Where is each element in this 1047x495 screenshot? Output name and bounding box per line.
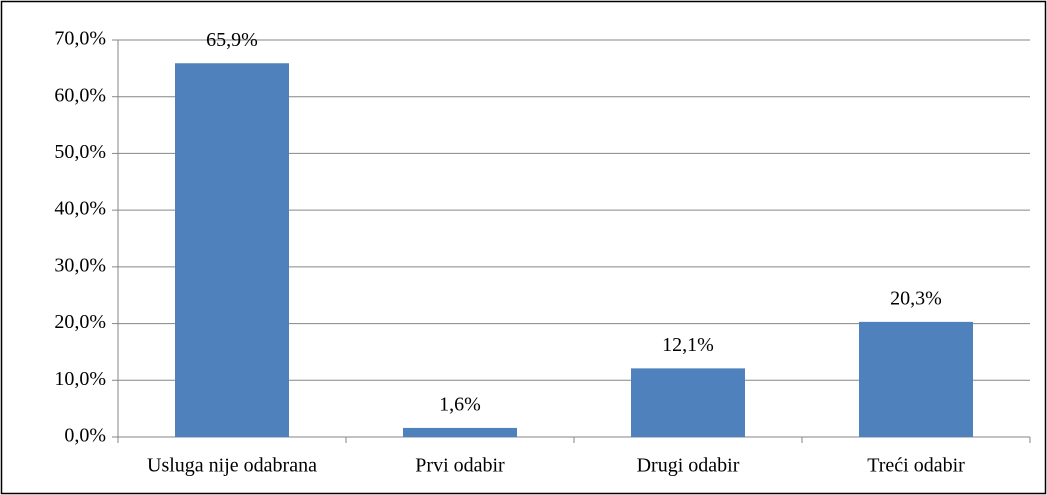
x-tick-label: Drugi odabir (637, 455, 740, 477)
bar (403, 427, 517, 437)
value-label: 65,9% (206, 29, 258, 51)
x-tick-label: Treći odabir (867, 455, 965, 477)
y-tick-label: 30,0% (54, 254, 106, 276)
y-tick-label: 20,0% (54, 311, 106, 333)
x-tick-label: Prvi odabir (415, 455, 505, 477)
value-label: 20,3% (890, 287, 942, 309)
y-tick-label: 0,0% (64, 425, 106, 447)
bar (631, 368, 745, 437)
value-label: 12,1% (662, 334, 714, 356)
y-tick-label: 70,0% (54, 28, 106, 50)
y-tick-label: 40,0% (54, 198, 106, 220)
y-tick-label: 60,0% (54, 84, 106, 106)
x-tick-label: Usluga nije odabrana (147, 455, 317, 477)
bar (175, 63, 289, 437)
y-tick-label: 50,0% (54, 141, 106, 163)
bar (859, 321, 973, 437)
value-label: 1,6% (439, 394, 481, 416)
y-tick-label: 10,0% (54, 368, 106, 390)
